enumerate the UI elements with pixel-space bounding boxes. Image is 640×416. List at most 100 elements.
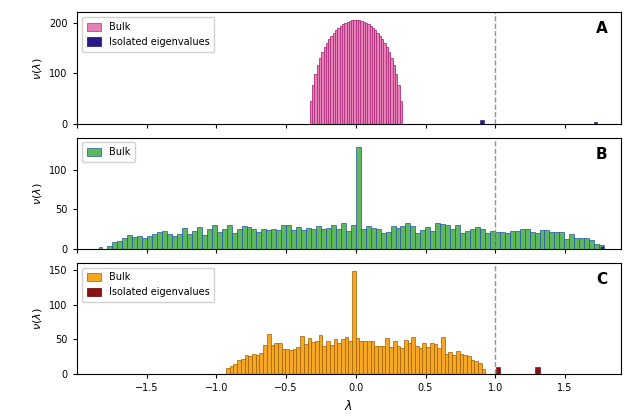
Bar <box>202 235 207 249</box>
Bar <box>221 229 227 249</box>
Bar <box>495 367 500 374</box>
Bar <box>321 229 326 249</box>
Bar <box>157 232 162 249</box>
Bar <box>237 360 241 374</box>
Bar <box>162 230 167 249</box>
Bar <box>319 335 323 374</box>
Bar <box>349 21 351 124</box>
Bar <box>365 226 371 249</box>
Bar <box>474 361 478 374</box>
Bar <box>301 230 306 249</box>
Bar <box>316 226 321 249</box>
Bar <box>117 241 122 249</box>
Bar <box>554 232 559 249</box>
Bar <box>601 247 604 249</box>
Bar <box>358 20 360 124</box>
Bar <box>374 30 376 124</box>
Bar <box>363 341 367 374</box>
Bar <box>367 341 371 374</box>
Bar <box>341 339 345 374</box>
Bar <box>241 226 246 249</box>
Bar <box>534 233 540 249</box>
Bar <box>393 341 397 374</box>
Bar <box>328 39 330 124</box>
Bar <box>311 230 316 249</box>
Bar <box>365 23 367 124</box>
Y-axis label: $\nu(\lambda)$: $\nu(\lambda)$ <box>31 182 44 205</box>
Bar <box>426 227 430 249</box>
Bar <box>520 229 525 249</box>
Bar <box>570 234 574 249</box>
Bar <box>383 43 386 124</box>
Bar <box>559 232 564 249</box>
Bar <box>271 345 274 374</box>
Bar <box>333 32 335 124</box>
Bar <box>564 239 570 249</box>
Legend: Bulk: Bulk <box>82 142 135 162</box>
Bar <box>292 349 296 374</box>
Bar <box>374 346 378 374</box>
Bar <box>246 227 252 249</box>
Bar <box>449 352 452 374</box>
Bar <box>252 229 257 249</box>
Bar <box>389 347 393 374</box>
Bar <box>259 353 263 374</box>
Text: B: B <box>596 146 607 161</box>
Bar <box>351 20 353 124</box>
Bar <box>376 32 379 124</box>
Bar <box>396 228 401 249</box>
Bar <box>306 228 311 249</box>
Bar <box>308 338 311 374</box>
Bar <box>335 30 337 124</box>
Bar <box>388 52 390 124</box>
Bar <box>237 229 241 249</box>
Bar <box>324 47 326 124</box>
Bar <box>227 225 232 249</box>
Bar <box>352 271 356 374</box>
Text: A: A <box>595 21 607 37</box>
Bar <box>401 226 405 249</box>
Bar <box>345 337 348 374</box>
Bar <box>177 234 182 249</box>
Bar <box>379 36 381 124</box>
Bar <box>312 84 314 124</box>
Bar <box>434 344 437 374</box>
Bar <box>207 229 212 249</box>
Bar <box>351 225 356 249</box>
Bar <box>317 65 319 124</box>
Bar <box>475 227 480 249</box>
Bar <box>378 346 381 374</box>
Bar <box>167 234 172 249</box>
Bar <box>333 339 337 374</box>
Bar <box>326 341 330 374</box>
Bar <box>490 231 495 249</box>
Bar <box>440 224 445 249</box>
Bar <box>470 360 474 374</box>
Bar <box>579 238 584 249</box>
Bar <box>311 342 315 374</box>
Bar <box>420 230 426 249</box>
Bar <box>452 355 456 374</box>
Bar <box>372 28 374 124</box>
Bar <box>347 22 349 124</box>
Bar <box>385 232 390 249</box>
Bar <box>304 344 308 374</box>
Bar <box>412 337 415 374</box>
Bar <box>230 366 234 374</box>
Bar <box>529 232 534 249</box>
Bar <box>182 228 187 249</box>
Bar <box>263 345 267 374</box>
Bar <box>441 337 445 374</box>
Bar <box>467 356 470 374</box>
Bar <box>330 36 333 124</box>
Bar <box>460 354 463 374</box>
Bar <box>252 354 256 374</box>
Bar <box>337 342 341 374</box>
Text: C: C <box>596 272 607 287</box>
Bar <box>344 23 347 124</box>
Bar <box>465 231 470 249</box>
Bar <box>331 225 336 249</box>
Bar <box>326 43 328 124</box>
Bar <box>399 101 402 124</box>
Bar <box>386 47 388 124</box>
